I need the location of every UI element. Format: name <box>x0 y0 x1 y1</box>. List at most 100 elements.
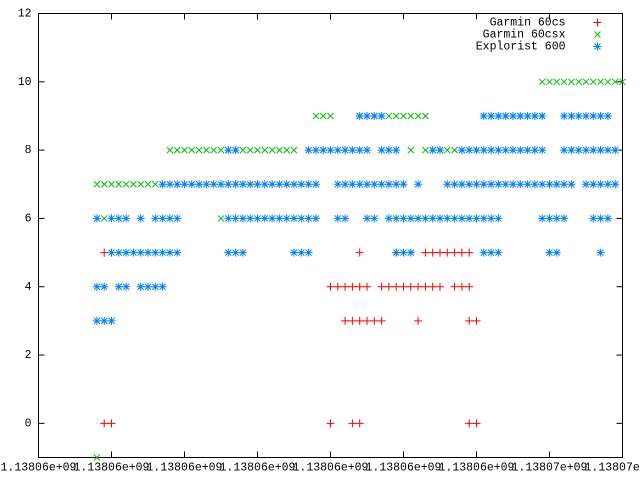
point <box>261 146 269 154</box>
point <box>253 180 262 189</box>
point <box>428 248 437 257</box>
x-tick-label: 1.13806e+09 <box>220 462 296 475</box>
point <box>290 214 298 223</box>
point <box>355 248 364 257</box>
point <box>173 248 182 257</box>
point <box>603 146 612 155</box>
point <box>443 248 452 257</box>
point <box>100 282 109 291</box>
point <box>611 146 620 155</box>
point <box>603 180 612 189</box>
point <box>465 316 474 325</box>
point <box>582 78 590 86</box>
point <box>428 146 437 155</box>
legend-marker <box>593 42 602 51</box>
point <box>290 146 298 154</box>
point <box>538 111 547 120</box>
y-tick-label: 2 <box>25 349 32 362</box>
point <box>363 316 371 325</box>
point <box>523 111 532 120</box>
point <box>122 248 131 257</box>
point <box>107 248 116 257</box>
point <box>560 111 569 120</box>
point <box>238 248 247 257</box>
point <box>596 180 605 189</box>
point <box>326 282 335 291</box>
point <box>297 180 306 189</box>
point <box>428 214 437 223</box>
point <box>465 419 474 428</box>
point <box>589 214 598 223</box>
point <box>406 214 415 223</box>
point <box>589 78 597 86</box>
point <box>399 180 408 189</box>
point <box>144 180 152 188</box>
point <box>180 180 189 189</box>
point <box>290 180 298 189</box>
point <box>479 214 488 223</box>
point <box>253 214 262 223</box>
legend-label: Garmin 60csx <box>483 29 566 42</box>
point <box>282 214 291 223</box>
point <box>276 146 283 154</box>
point <box>560 214 569 223</box>
point <box>530 180 539 189</box>
point <box>560 146 569 155</box>
point <box>231 248 240 257</box>
point <box>377 282 386 291</box>
point <box>231 214 240 223</box>
point <box>115 180 123 188</box>
point <box>436 248 444 257</box>
point <box>501 111 510 120</box>
point <box>575 78 583 86</box>
point <box>399 214 408 223</box>
point <box>487 248 496 257</box>
x-tick-label: 1.13806e+09 <box>293 462 369 475</box>
point <box>392 214 401 223</box>
point <box>465 214 474 223</box>
point <box>596 146 605 155</box>
point <box>173 214 182 223</box>
point <box>494 214 503 223</box>
point <box>457 214 466 223</box>
point <box>560 78 568 86</box>
point <box>100 248 109 257</box>
point <box>451 146 458 154</box>
point <box>611 180 620 189</box>
point <box>93 454 101 461</box>
x-tick-label: 1.13806e+09 <box>147 462 223 475</box>
point <box>304 146 313 155</box>
point <box>436 214 444 223</box>
point <box>370 111 379 120</box>
point <box>341 146 350 155</box>
point <box>137 180 145 188</box>
point <box>494 146 503 155</box>
point <box>399 282 408 291</box>
point <box>501 180 510 189</box>
point <box>479 146 488 155</box>
point <box>582 180 590 189</box>
point <box>538 146 547 155</box>
point <box>297 214 306 223</box>
point <box>326 419 335 428</box>
point <box>487 111 496 120</box>
point <box>596 248 605 257</box>
point <box>370 316 379 325</box>
point <box>604 78 612 86</box>
point <box>327 112 334 120</box>
point <box>472 146 481 155</box>
point <box>217 215 225 222</box>
point <box>363 180 371 189</box>
point <box>166 146 174 154</box>
point <box>151 282 160 291</box>
point <box>283 146 291 154</box>
point <box>151 248 160 257</box>
point <box>348 419 357 428</box>
point <box>392 248 401 257</box>
point <box>93 180 101 188</box>
point <box>209 180 218 189</box>
point <box>574 111 583 120</box>
y-tick-label: 0 <box>25 417 32 430</box>
point <box>509 180 517 189</box>
point <box>567 146 576 155</box>
